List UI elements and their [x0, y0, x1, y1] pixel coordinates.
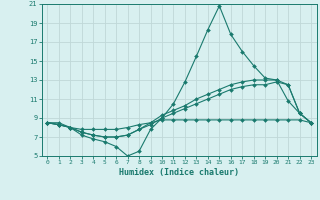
X-axis label: Humidex (Indice chaleur): Humidex (Indice chaleur) — [119, 168, 239, 177]
